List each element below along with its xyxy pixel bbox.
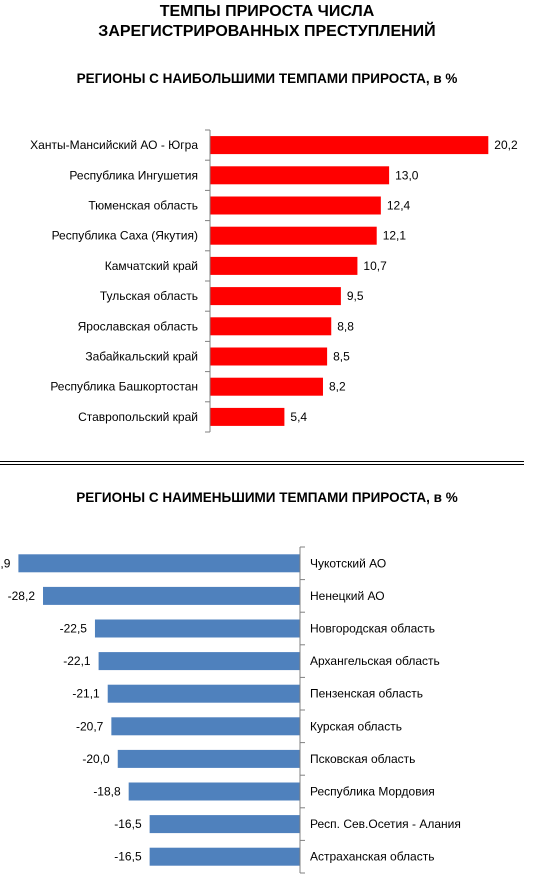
bottom-bar-5 [107,684,300,703]
top-bar-5 [210,256,358,275]
bottom-bar-7 [117,749,300,768]
bottom-value-label-8: -18,8 [93,785,121,799]
top-category-label-5: Камчатский край [105,259,198,273]
bottom-bar-9 [149,815,300,834]
bottom-category-label-1: Чукотский АО [310,556,386,570]
top-category-label-9: Республика Башкортостан [50,380,198,394]
top-category-label-10: Ставропольский край [78,410,198,424]
bottom-bar-10 [149,847,300,866]
top-bar-1 [210,136,489,155]
top-value-label-4: 12,1 [383,229,407,243]
section-divider-second [0,464,524,465]
main-title-line1: ТЕМПЫ ПРИРОСТА ЧИСЛА [159,3,375,20]
top-value-label-9: 8,2 [329,380,346,394]
top-bar-4 [210,226,377,245]
top-growth-chart: Ханты-Мансийский АО - Югра 20,2 Республика… [30,129,518,433]
bottom-category-label-7: Псковская область [310,752,415,766]
bottom-bar-3 [94,619,300,638]
bottom-category-label-4: Архангельская область [310,654,440,668]
bottom-value-label-9: -16,5 [114,817,142,831]
bottom-value-label-1: -30,9 [0,556,11,570]
top-category-label-8: Забайкальский край [85,350,198,364]
bottom-chart-title: РЕГИОНЫ С НАИМЕНЬШИМИ ТЕМПАМИ ПРИРОСТА, … [76,490,458,505]
top-category-label-7: Ярославская область [78,319,198,333]
bottom-bar-2 [43,586,300,605]
top-value-label-2: 13,0 [395,168,419,182]
top-bar-2 [210,166,390,185]
bottom-category-label-8: Республика Мордовия [310,785,435,799]
bottom-category-label-2: Ненецкий АО [310,589,385,603]
main-title: ТЕМПЫ ПРИРОСТА ЧИСЛА ЗАРЕГИСТРИРОВАННЫХ … [0,2,534,42]
bottom-bar-1 [18,554,301,573]
top-value-label-8: 8,5 [333,350,350,364]
bottom-growth-chart: Чукотский АО -30,9 Ненецкий АО -28,2 Новгоро… [0,546,461,874]
top-category-label-2: Республика Ингушетия [69,168,198,182]
top-value-label-1: 20,2 [494,138,518,152]
bottom-value-label-5: -21,1 [72,687,100,701]
bottom-value-label-6: -20,7 [76,719,104,733]
top-bar-10 [210,407,285,426]
top-chart-title: РЕГИОНЫ С НАИБОЛЬШИМИ ТЕМПАМИ ПРИРОСТА, … [76,71,458,86]
bottom-category-label-6: Курская область [310,719,402,733]
top-category-label-4: Республика Саха (Якутия) [52,229,198,243]
top-bar-9 [210,377,323,396]
top-value-label-7: 8,8 [337,319,354,333]
top-value-label-5: 10,7 [363,259,387,273]
top-bar-3 [210,196,381,215]
section-divider [0,461,524,462]
top-category-label-6: Тульская область [100,289,198,303]
main-title-line2: ЗАРЕГИСТРИРОВАННЫХ ПРЕСТУПЛЕНИЙ [98,23,436,40]
top-value-label-10: 5,4 [290,410,307,424]
bottom-bar-8 [128,782,300,801]
bottom-value-label-3: -22,5 [60,622,88,636]
bottom-category-label-3: Новгородская область [310,622,435,636]
bottom-value-label-4: -22,1 [63,654,91,668]
top-bar-6 [210,287,341,306]
bottom-category-label-9: Респ. Сев.Осетия - Алания [310,817,461,831]
bottom-category-label-10: Астраханская область [310,850,434,864]
top-value-label-3: 12,4 [387,199,411,213]
top-bar-8 [210,347,328,366]
bottom-bar-6 [111,717,301,736]
top-value-label-6: 9,5 [347,289,364,303]
top-category-label-3: Тюменская область [88,199,198,213]
bottom-value-label-10: -16,5 [114,850,142,864]
top-category-label-1: Ханты-Мансийский АО - Югра [30,138,198,152]
bottom-value-label-7: -20,0 [82,752,110,766]
bottom-category-label-5: Пензенская область [310,687,423,701]
bottom-bar-4 [98,652,300,671]
bottom-value-label-2: -28,2 [8,589,36,603]
top-bar-7 [210,317,332,336]
